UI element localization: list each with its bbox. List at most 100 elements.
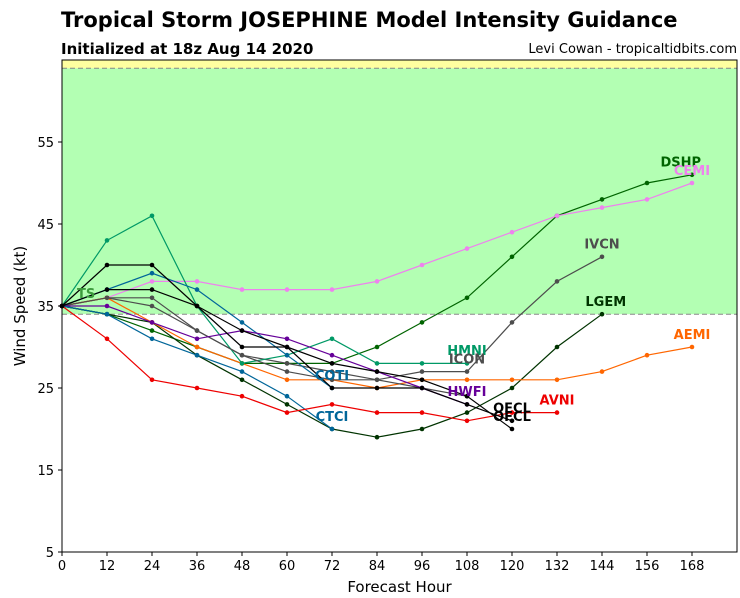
data-point-hmni: [104, 238, 110, 243]
data-point-dshp: [644, 180, 650, 186]
series-label-aemi: AEMI: [674, 328, 711, 343]
y-tick-label: 5: [46, 546, 54, 561]
data-point-avni: [239, 393, 245, 399]
series-label-dshp: DSHP: [660, 156, 701, 171]
data-point-ofcl: [509, 426, 515, 432]
data-point-cemi: [509, 229, 515, 235]
data-point-avni: [374, 410, 380, 415]
data-point-ofcl: [239, 328, 245, 333]
data-point-avni: [284, 410, 290, 415]
series-label-cemi: CEMI: [674, 164, 710, 179]
data-point-dshp: [689, 172, 695, 178]
data-point-cemi: [329, 287, 335, 292]
series-label-ivcn: IVCN: [584, 238, 619, 253]
data-point-hmni: [149, 213, 155, 219]
series-label-icon: ICON: [449, 352, 485, 367]
data-point-cemi: [239, 287, 245, 292]
data-point-avni: [509, 410, 515, 415]
data-point-ivcn: [419, 369, 425, 374]
annotations: TS: [77, 287, 95, 302]
y-tick-label: 15: [37, 464, 54, 479]
data-point-cemi: [419, 262, 425, 268]
x-tick-label: 144: [590, 559, 615, 574]
axis-ticks: 0 12 24 36 48 60 72 84 96 108 120 132 144 156 168 5 15 25…: [37, 136, 704, 574]
data-point-ivcn: [329, 369, 335, 374]
data-point-cemi: [554, 213, 560, 219]
data-point-aemi: [554, 377, 560, 383]
data-point-ofcl: [239, 344, 245, 350]
data-point-aemi: [599, 369, 605, 374]
data-point-ivcn: [464, 369, 470, 374]
data-point-aemi: [284, 377, 290, 383]
data-point-coti: [194, 287, 200, 292]
data-point-avni: [194, 385, 200, 391]
x-tick-label: 36: [189, 559, 206, 574]
series-label-hmni: HMNI: [447, 344, 487, 359]
data-point-ofcl: [149, 287, 155, 292]
data-point-dshp: [419, 320, 425, 325]
data-point-hmni: [464, 361, 470, 366]
data-point-lgem: [599, 311, 605, 317]
data-point-icon: [194, 328, 200, 333]
data-point-ivcn: [599, 254, 605, 260]
data-point-hwfi: [104, 303, 110, 309]
x-tick-label: 132: [545, 559, 570, 574]
x-tick-label: 24: [144, 559, 161, 574]
data-point-ivcn: [509, 320, 515, 325]
series-ofcl-12: [59, 287, 515, 432]
annotation-0: TS: [77, 287, 95, 302]
chart-subtitle: Initialized at 18z Aug 14 2020: [61, 40, 314, 58]
x-tick-label: 60: [279, 559, 296, 574]
series-line-hmni: [61, 214, 467, 365]
series-label-ofcl: OFCL: [493, 410, 531, 425]
y-tick-label: 35: [37, 300, 54, 315]
data-point-ofcl: [374, 369, 380, 374]
x-tick-label: 156: [635, 559, 660, 574]
data-point-aemi: [464, 377, 470, 383]
data-point-cemi: [194, 279, 200, 284]
data-point-ivcn: [554, 279, 560, 284]
x-axis-label: Forecast Hour: [347, 578, 452, 596]
chart-credit: Levi Cowan - tropicaltidbits.com: [528, 42, 737, 57]
data-point-dshp: [464, 295, 470, 301]
data-point-cemi: [284, 287, 290, 292]
data-point-ofcl: [149, 262, 155, 268]
data-point-ofcl: [464, 402, 470, 407]
data-point-icon: [149, 303, 155, 309]
x-tick-label: 120: [500, 559, 525, 574]
data-point-aemi: [689, 344, 695, 350]
x-tick-label: 0: [58, 559, 66, 574]
series-ctci-9: [59, 303, 335, 432]
x-tick-label: 168: [680, 559, 705, 574]
data-point-dshp: [149, 328, 155, 333]
x-tick-label: 108: [455, 559, 480, 574]
data-point-lgem: [464, 410, 470, 415]
x-tick-label: 96: [414, 559, 431, 574]
data-point-lgem: [509, 385, 515, 391]
x-tick-label: 12: [99, 559, 116, 574]
data-point-lgem: [419, 426, 425, 432]
data-point-ofcl: [194, 303, 200, 309]
data-point-ofcl: [329, 385, 335, 391]
data-point-lgem: [239, 377, 245, 383]
series-label-ctci: CTCI: [316, 410, 349, 425]
data-point-avni: [464, 418, 470, 424]
data-point-coti: [284, 352, 290, 358]
data-point-lgem: [374, 434, 380, 440]
y-tick-label: 25: [37, 382, 54, 397]
data-point-icon: [374, 377, 380, 383]
data-point-ofcl: [284, 344, 290, 350]
series-line-icon: [61, 297, 468, 397]
series-label-coti: COTI: [315, 369, 349, 384]
series-layer: [59, 172, 695, 440]
data-point-avni: [104, 336, 110, 342]
data-point-cemi: [644, 197, 650, 202]
x-tick-label: 72: [324, 559, 341, 574]
data-point-coti: [239, 320, 245, 325]
data-point-aemi: [194, 344, 200, 350]
data-point-ofcl: [464, 393, 470, 399]
series-label-ofcl: OFCL: [493, 402, 531, 417]
data-point-ivcn: [284, 361, 290, 366]
data-point-ctci: [194, 352, 200, 358]
